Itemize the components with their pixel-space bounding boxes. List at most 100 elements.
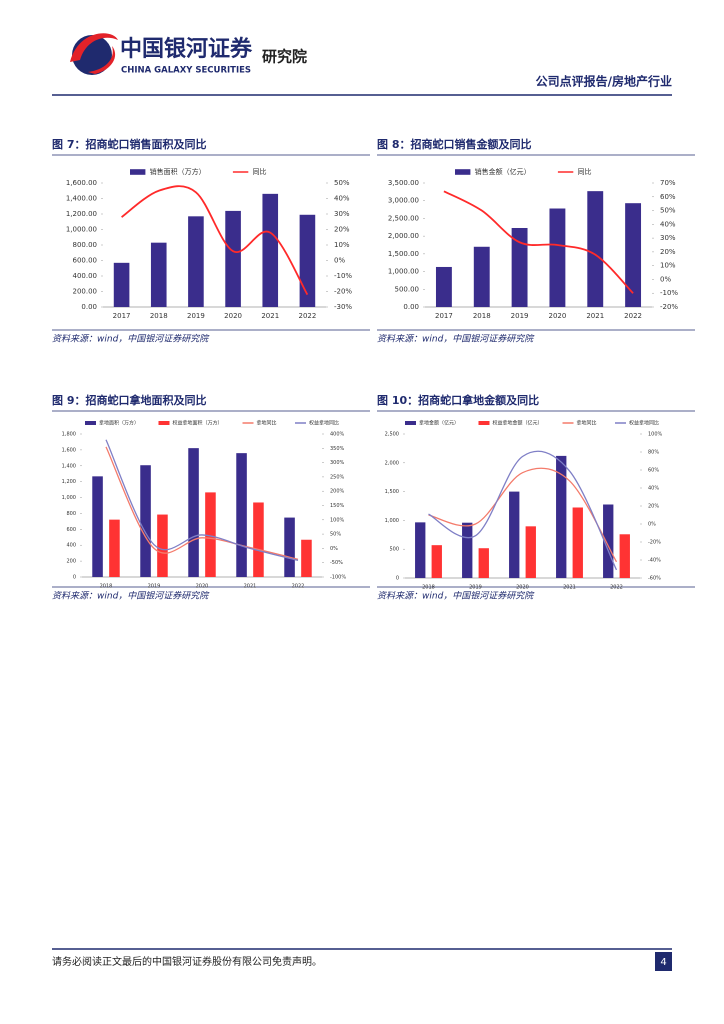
y2-tick-label: 10%	[660, 262, 676, 270]
bar	[253, 502, 264, 577]
bar	[478, 548, 489, 578]
bar	[140, 465, 151, 577]
y2-tick-label: 30%	[334, 210, 350, 218]
legend-label: 权益拿地同比	[629, 420, 659, 427]
x-tick-label: 2018	[100, 584, 113, 590]
y2-tick-label: 0%	[648, 522, 656, 528]
x-tick-label: 2020	[516, 585, 529, 591]
legend-label: 同比	[253, 167, 267, 176]
y2-tick-label: 250%	[330, 474, 345, 480]
bar	[284, 517, 295, 577]
x-tick-label: 2022	[624, 312, 642, 320]
bar	[236, 453, 247, 577]
figure-caption: 图 10：招商蛇口拿地金额及同比	[377, 393, 539, 407]
y2-tick-label: -10%	[660, 289, 678, 297]
x-tick-label: 2022	[299, 312, 317, 320]
y-tick-label: 200.00	[73, 288, 98, 296]
legend-label: 拿地同比	[577, 420, 597, 427]
y-tick-label: 2,000.00	[388, 232, 419, 240]
legend-label: 拿地同比	[257, 420, 277, 427]
y-tick-label: 3,000.00	[388, 197, 419, 205]
y2-tick-label: 70%	[660, 179, 676, 187]
institute: 研究院	[262, 48, 307, 66]
y-tick-label: 800.00	[73, 241, 98, 249]
legend-label: 权益拿地同比	[309, 420, 339, 427]
bar	[473, 246, 490, 307]
y2-tick-label: -30%	[334, 303, 352, 311]
y-tick-label: 600	[66, 527, 76, 533]
bar	[619, 534, 630, 578]
bar	[511, 227, 528, 307]
figure-caption: 图 7：招商蛇口销售面积及同比	[52, 137, 206, 151]
y2-tick-label: 60%	[660, 193, 676, 201]
y2-tick-label: 150%	[330, 503, 345, 509]
y2-tick-label: 40%	[660, 220, 676, 228]
brand-en: CHINA GALAXY SECURITIES	[121, 66, 251, 76]
y2-tick-label: 50%	[334, 179, 350, 187]
page-box	[655, 952, 672, 971]
y2-tick-label: 350%	[330, 446, 345, 452]
legend-swatch	[478, 421, 490, 425]
line-series	[443, 190, 634, 294]
x-tick-label: 2019	[148, 584, 161, 590]
bar	[113, 262, 130, 307]
bar	[625, 203, 642, 307]
line-series	[428, 450, 618, 571]
x-tick-label: 2018	[422, 585, 435, 591]
x-tick-label: 2019	[469, 585, 482, 591]
bar	[556, 455, 567, 578]
bar	[415, 522, 426, 578]
legend-swatch	[85, 421, 96, 425]
page-number: 4	[660, 957, 666, 968]
x-tick-label: 2019	[511, 312, 529, 320]
legend-swatch	[158, 421, 170, 425]
y-tick-label: 2,500	[385, 432, 399, 438]
y-tick-label: 500.00	[395, 285, 420, 293]
y-tick-label: 1,800	[62, 432, 76, 438]
y2-tick-label: 200%	[330, 489, 345, 495]
bar	[509, 491, 520, 578]
y2-tick-label: -20%	[648, 540, 661, 546]
y2-tick-label: 50%	[660, 207, 676, 215]
bar	[572, 507, 583, 578]
bar	[603, 504, 614, 578]
y2-tick-label: 20%	[660, 248, 676, 256]
x-tick-label: 2021	[244, 584, 257, 590]
y-tick-label: 2,000	[385, 460, 399, 466]
y2-tick-label: 80%	[648, 450, 659, 456]
logo-swoosh	[70, 33, 118, 62]
figure-source: 资料来源：wind，中国银河证券研究院	[52, 334, 210, 345]
y-tick-label: 0.00	[403, 303, 419, 311]
report-type: 公司点评报告/房地产行业	[536, 74, 672, 89]
y-tick-label: 1,000.00	[388, 268, 419, 276]
y-tick-label: 1,400	[62, 463, 76, 469]
brand: 中国银河证券	[120, 36, 253, 62]
x-tick-label: 2022	[292, 584, 305, 590]
x-tick-label: 2017	[435, 312, 453, 320]
y2-tick-label: 0%	[660, 275, 671, 283]
y-tick-label: 1,200.00	[66, 210, 97, 218]
bar	[299, 214, 316, 307]
y-tick-label: 0.00	[81, 303, 97, 311]
figure-source: 资料来源：wind，中国银河证券研究院	[377, 334, 535, 345]
y2-tick-label: 100%	[648, 432, 663, 438]
figure-source: 资料来源：wind，中国银河证券研究院	[377, 591, 535, 602]
x-tick-label: 2022	[610, 585, 623, 591]
x-tick-label: 2017	[113, 312, 131, 320]
legend-swatch	[130, 169, 146, 175]
figure-source: 资料来源：wind，中国银河证券研究院	[52, 591, 210, 602]
y2-tick-label: 30%	[660, 234, 676, 242]
bar	[188, 216, 204, 307]
line-series	[428, 467, 618, 563]
y2-tick-label: 40%	[334, 195, 350, 203]
y2-tick-label: 400%	[330, 432, 345, 438]
bar	[435, 266, 452, 307]
logo-swoosh	[88, 46, 116, 74]
x-tick-label: 2021	[261, 312, 279, 320]
y2-tick-label: 20%	[648, 504, 659, 510]
legend-label: 拿地金额（亿元）	[419, 420, 459, 427]
y2-tick-label: 300%	[330, 460, 345, 466]
bar	[205, 492, 216, 577]
y-tick-label: 1,500	[385, 489, 399, 495]
